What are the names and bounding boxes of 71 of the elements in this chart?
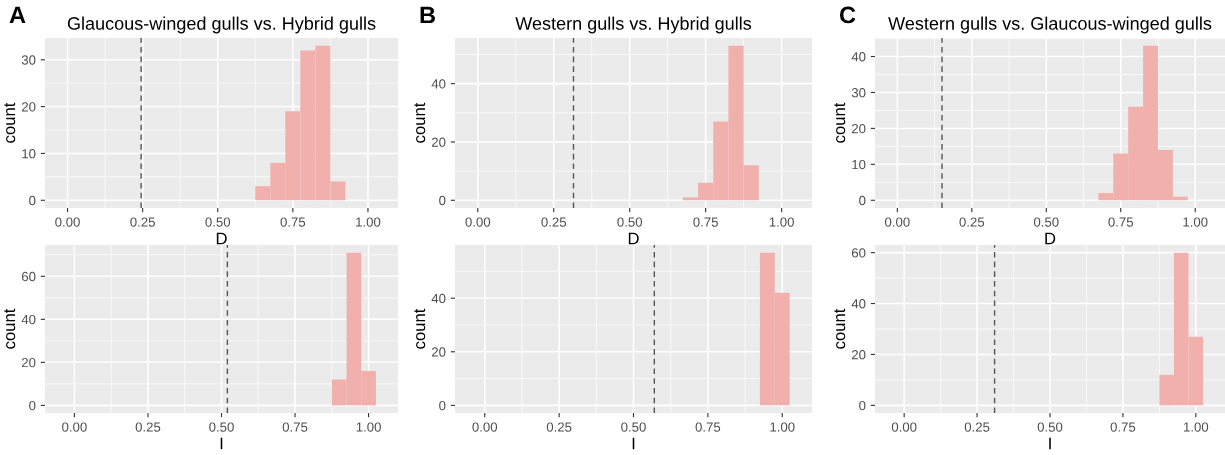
- x-tick-label: 0.75: [1108, 217, 1134, 227]
- x-tick-label: 1.00: [1183, 217, 1208, 227]
- x-tick-label: 0.75: [1110, 422, 1136, 432]
- y-axis-title: count: [414, 102, 426, 143]
- y-tick-label: 0: [859, 400, 866, 411]
- x-axis-title: I: [220, 437, 223, 450]
- x-tick-label: 1.00: [770, 422, 795, 432]
- y-tick-label: 0: [859, 195, 866, 206]
- chart-title: Western gulls vs. Glaucous-winged gulls: [888, 16, 1212, 34]
- y-tick-label: 40: [21, 314, 36, 325]
- x-axis-title: I: [1049, 437, 1051, 450]
- x-tick-label: 0.50: [205, 217, 231, 227]
- chart-title: Glaucous-winged gulls vs. Hybrid gulls: [67, 16, 376, 34]
- x-axis-title: I: [632, 437, 635, 450]
- y-tick-label: 20: [431, 137, 446, 147]
- x-tick-label: 1.00: [356, 217, 381, 227]
- x-tick-label: 0.25: [959, 217, 985, 227]
- x-tick-label: 0.75: [693, 217, 718, 227]
- x-tick-label: 1.00: [356, 422, 381, 432]
- y-axis-title: count: [4, 308, 16, 349]
- x-tick-label: 0.00: [891, 422, 917, 432]
- x-tick-label: 0.75: [695, 422, 721, 432]
- x-tick-label: 0.25: [964, 422, 990, 432]
- y-tick-label: 30: [21, 55, 36, 65]
- x-tick-label: 0.50: [1037, 422, 1063, 432]
- x-tick-label: 0.50: [1033, 217, 1059, 227]
- x-tick-label: 0.00: [885, 217, 910, 227]
- y-tick-label: 60: [851, 248, 866, 258]
- x-axis-title: D: [1045, 232, 1056, 245]
- y-axis-title: count: [414, 308, 426, 349]
- y-tick-label: 0: [439, 195, 446, 206]
- x-tick-label: 1.00: [769, 217, 794, 227]
- x-tick-label: 0.50: [209, 422, 234, 432]
- x-tick-label: 1.00: [1184, 422, 1209, 432]
- x-tick-label: 0.75: [280, 217, 306, 227]
- text: A: [9, 6, 26, 24]
- y-tick-label: 10: [22, 149, 36, 159]
- y-tick-label: 40: [851, 52, 866, 62]
- y-tick-label: 0: [439, 400, 446, 411]
- x-tick-label: 0.25: [546, 422, 572, 432]
- x-tick-label: 0.25: [130, 217, 155, 227]
- x-tick-label: 0.00: [465, 217, 491, 227]
- x-tick-label: 0.25: [135, 422, 161, 432]
- y-axis-title: count: [4, 102, 16, 143]
- y-tick-label: 60: [21, 271, 36, 282]
- y-axis-title: count: [834, 308, 846, 349]
- y-tick-label: 10: [852, 159, 866, 170]
- x-tick-label: 0.50: [617, 217, 643, 227]
- y-tick-label: 20: [851, 123, 866, 134]
- y-tick-label: 40: [431, 293, 446, 304]
- y-tick-label: 40: [431, 79, 446, 89]
- x-axis-title: D: [628, 232, 639, 245]
- chart-title: Western gulls vs. Hybrid gulls: [515, 16, 752, 34]
- x-tick-label: 0.00: [55, 217, 80, 227]
- x-tick-label: 0.00: [62, 422, 87, 432]
- y-tick-label: 20: [851, 350, 866, 360]
- y-tick-label: 20: [21, 102, 36, 112]
- x-tick-label: 0.00: [472, 422, 498, 432]
- y-axis-title: count: [834, 102, 846, 143]
- y-tick-label: 20: [431, 347, 446, 357]
- x-axis-title: D: [216, 232, 227, 245]
- x-tick-label: 0.25: [541, 217, 567, 227]
- y-tick-label: 20: [21, 357, 36, 368]
- x-tick-label: 0.50: [621, 422, 646, 432]
- text: C: [839, 6, 856, 24]
- y-tick-label: 0: [29, 195, 36, 206]
- y-tick-label: 30: [851, 88, 866, 98]
- text: B: [420, 6, 435, 24]
- y-tick-label: 40: [851, 299, 866, 309]
- y-tick-label: 0: [29, 400, 36, 411]
- x-tick-label: 0.75: [282, 422, 308, 432]
